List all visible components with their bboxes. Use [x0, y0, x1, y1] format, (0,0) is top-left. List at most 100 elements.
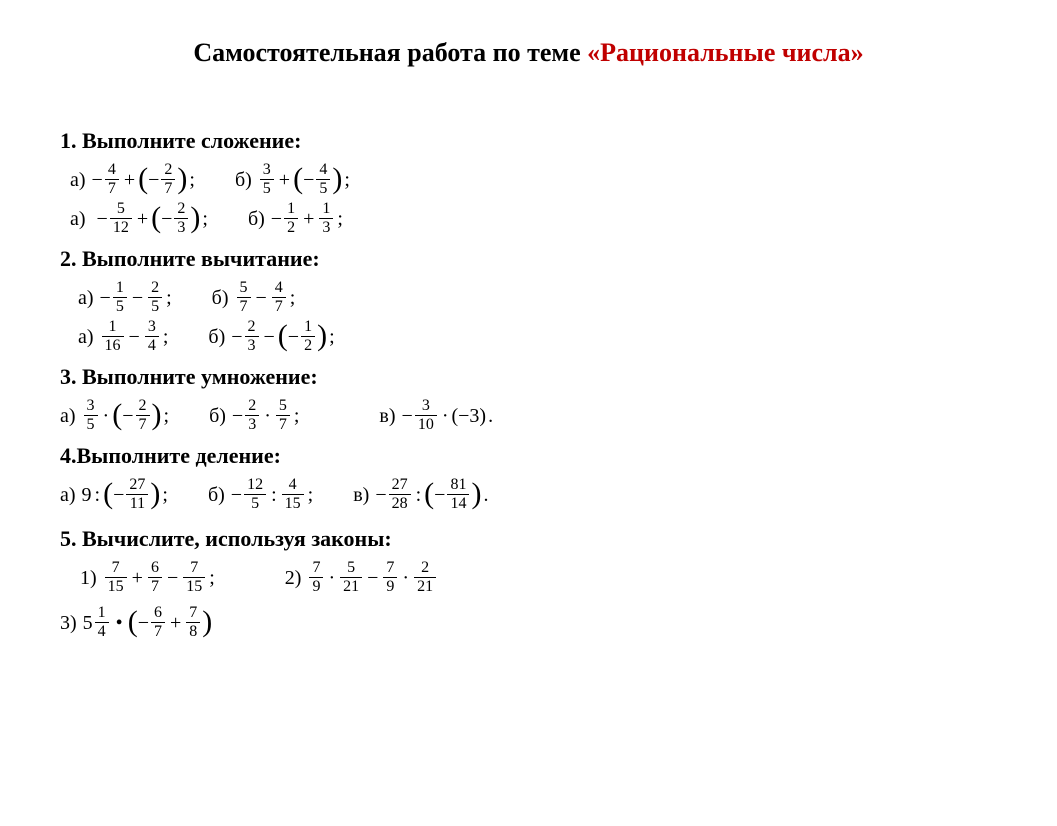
- label-1: 1): [80, 568, 97, 588]
- minus-sign: −: [375, 485, 386, 505]
- fraction: 415: [282, 477, 304, 512]
- t3v: в) − 310 · (−3) .: [379, 398, 493, 433]
- fraction: 78: [186, 605, 200, 640]
- label-a: а): [70, 170, 86, 190]
- task-1-row-1: а) − 47 + ( − 27 ) ; б) 35 + ( − 45 ) ;: [70, 162, 997, 197]
- minus-op: −: [129, 327, 140, 347]
- fraction: 715: [183, 560, 205, 595]
- frac-num: 4: [282, 477, 304, 495]
- label-v: в): [353, 485, 369, 505]
- minus-sign: −: [97, 209, 108, 229]
- t3b: б) − 23 · 57 ;: [209, 398, 299, 433]
- task-3-heading: 3. Выполните умножение:: [60, 364, 997, 390]
- fraction: 512: [110, 201, 132, 236]
- frac-num: 2: [245, 398, 259, 416]
- task-3-row: а) 35 · ( − 27 ) ; б) − 23 · 57 ; в) − 3…: [60, 398, 997, 433]
- frac-den: 21: [340, 578, 362, 595]
- dot-op: ·: [402, 568, 409, 588]
- frac-den: 2: [301, 337, 315, 354]
- minus-sign: −: [271, 209, 282, 229]
- fraction: 116: [102, 319, 124, 354]
- colon-op: :: [271, 485, 277, 505]
- frac-den: 12: [110, 219, 132, 236]
- integer-9: 9: [82, 485, 92, 505]
- plus-sign: +: [170, 613, 181, 633]
- fraction: 45: [316, 162, 330, 197]
- t2r1b: б) 57 − 47 ;: [212, 280, 296, 315]
- fraction: 125: [244, 477, 266, 512]
- plus-sign: +: [132, 568, 143, 588]
- integer-neg3: (−3): [451, 406, 486, 426]
- label-a: а): [70, 209, 86, 229]
- label-b: б): [248, 209, 265, 229]
- fraction: 12: [301, 319, 315, 354]
- frac-den: 7: [151, 623, 165, 640]
- label-2: 2): [285, 568, 302, 588]
- task-5-row-1: 1) 715 + 67 − 715 ; 2) 79 · 521 − 79 · 2…: [80, 560, 997, 595]
- frac-num: 3: [145, 319, 159, 337]
- frac-den: 5: [148, 298, 162, 315]
- frac-den: 11: [126, 495, 148, 512]
- plus-sign: +: [279, 170, 290, 190]
- frac-num: 5: [276, 398, 290, 416]
- task-2-heading: 2. Выполните вычитание:: [60, 246, 997, 272]
- t2r2a: а) 116 − 34 ;: [78, 319, 168, 354]
- task-2-row-2: а) 116 − 34 ; б) − 23 − ( − 12 ) ;: [78, 319, 997, 354]
- label-b: б): [208, 485, 225, 505]
- semicolon: ;: [162, 485, 168, 505]
- fraction: 25: [148, 280, 162, 315]
- fraction: 23: [245, 398, 259, 433]
- fraction: 23: [245, 319, 259, 354]
- period: .: [483, 485, 488, 505]
- fraction: 79: [309, 560, 323, 595]
- frac-num: 7: [183, 560, 205, 578]
- task-5-heading: 5. Вычислите, используя законы:: [60, 526, 997, 552]
- frac-den: 15: [282, 495, 304, 512]
- worksheet-page: Самостоятельная работа по теме «Рационал…: [0, 0, 1057, 826]
- frac-num: 2: [148, 280, 162, 298]
- frac-den: 3: [319, 219, 333, 236]
- frac-den: 7: [136, 416, 150, 433]
- frac-den: 5: [113, 298, 127, 315]
- fraction: 310: [415, 398, 437, 433]
- frac-den: 2: [284, 219, 298, 236]
- semicolon: ;: [163, 327, 169, 347]
- task-4-heading: 4.Выполните деление:: [60, 443, 997, 469]
- minus-op: −: [367, 568, 378, 588]
- frac-num: 3: [84, 398, 98, 416]
- frac-num: 27: [389, 477, 411, 495]
- page-title: Самостоятельная работа по теме «Рационал…: [60, 38, 997, 68]
- fraction: 67: [148, 560, 162, 595]
- frac-num: 7: [383, 560, 397, 578]
- frac-den: 9: [309, 578, 323, 595]
- minus-sign: −: [138, 613, 149, 633]
- fraction: 14: [95, 605, 109, 640]
- label-b: б): [235, 170, 252, 190]
- task-1-row-2: а) − 512 + ( − 23 ) ; б) − 12 + 13 ;: [70, 201, 997, 236]
- t4a: а) 9 : ( − 2711 ) ;: [60, 477, 168, 512]
- t1r2a: а) − 512 + ( − 23 ) ;: [70, 201, 208, 236]
- minus-op: −: [167, 568, 178, 588]
- t5n2: 2) 79 · 521 − 79 · 221: [285, 560, 438, 595]
- task-4-row: а) 9 : ( − 2711 ) ; б) − 125 : 415 ; в) …: [60, 477, 997, 512]
- frac-den: 14: [447, 495, 469, 512]
- fraction: 57: [276, 398, 290, 433]
- frac-den: 28: [389, 495, 411, 512]
- fraction: 12: [284, 201, 298, 236]
- task-1-heading: 1. Выполните сложение:: [60, 128, 997, 154]
- frac-den: 3: [174, 219, 188, 236]
- colon-op: :: [416, 485, 422, 505]
- t1r2b: б) − 12 + 13 ;: [248, 201, 343, 236]
- frac-num: 2: [174, 201, 188, 219]
- bullet-op: •: [116, 613, 123, 633]
- t2r2b: б) − 23 − ( − 12 ) ;: [208, 319, 334, 354]
- frac-den: 15: [105, 578, 127, 595]
- frac-den: 7: [105, 180, 119, 197]
- frac-den: 21: [414, 578, 436, 595]
- fraction: 23: [174, 201, 188, 236]
- minus-sign: −: [148, 170, 159, 190]
- t2r1a: а) − 15 − 25 ;: [78, 280, 172, 315]
- label-a: а): [78, 327, 94, 347]
- minus-sign: −: [113, 485, 124, 505]
- frac-num: 3: [260, 162, 274, 180]
